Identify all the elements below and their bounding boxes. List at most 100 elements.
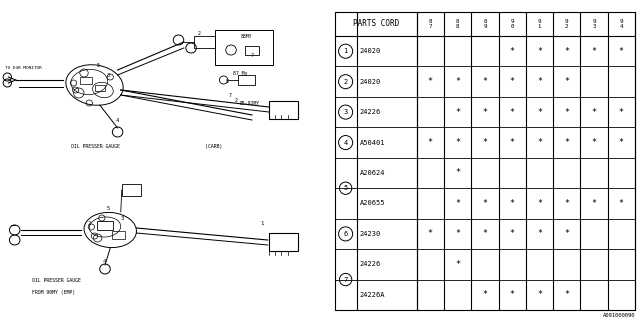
Text: *: * bbox=[455, 169, 460, 178]
Text: 7: 7 bbox=[251, 53, 253, 58]
Bar bbox=[80, 76, 92, 84]
Text: *: * bbox=[564, 47, 570, 56]
Text: 24226: 24226 bbox=[360, 261, 381, 267]
Text: *: * bbox=[564, 138, 570, 147]
Text: 4: 4 bbox=[103, 259, 106, 264]
Text: *: * bbox=[483, 138, 488, 147]
Text: A20655: A20655 bbox=[360, 200, 385, 206]
Text: *: * bbox=[455, 108, 460, 116]
Text: *: * bbox=[455, 138, 460, 147]
Text: 3: 3 bbox=[107, 73, 110, 78]
Text: 3: 3 bbox=[121, 216, 124, 221]
Text: *: * bbox=[455, 199, 460, 208]
Text: 24226: 24226 bbox=[360, 109, 381, 115]
Text: TO EGR MONITOR: TO EGR MONITOR bbox=[5, 66, 42, 70]
Text: *: * bbox=[591, 199, 596, 208]
Text: 1: 1 bbox=[344, 48, 348, 54]
Text: 5: 5 bbox=[107, 206, 110, 211]
Text: *: * bbox=[591, 47, 596, 56]
Text: *: * bbox=[509, 138, 515, 147]
Text: 3: 3 bbox=[344, 109, 348, 115]
Text: *: * bbox=[483, 290, 488, 299]
Text: 1: 1 bbox=[260, 221, 264, 226]
Bar bbox=[269, 233, 298, 251]
Text: *: * bbox=[455, 229, 460, 238]
Text: FROM 90MY (EMP): FROM 90MY (EMP) bbox=[31, 290, 75, 295]
Text: 8
8: 8 8 bbox=[456, 19, 460, 29]
Bar bbox=[269, 101, 298, 119]
Text: 8
7: 8 7 bbox=[429, 19, 432, 29]
Text: *: * bbox=[537, 199, 542, 208]
Text: 2: 2 bbox=[344, 79, 348, 85]
Text: 85-92MY: 85-92MY bbox=[239, 101, 260, 106]
Text: 9
3: 9 3 bbox=[592, 19, 596, 29]
Text: *: * bbox=[428, 77, 433, 86]
Text: OIL PRESSER GAUGE: OIL PRESSER GAUGE bbox=[31, 278, 81, 283]
Text: *: * bbox=[619, 199, 624, 208]
Text: *: * bbox=[509, 108, 515, 116]
Text: 9
2: 9 2 bbox=[565, 19, 568, 29]
Text: *: * bbox=[619, 138, 624, 147]
Text: 9
1: 9 1 bbox=[538, 19, 541, 29]
Text: 4: 4 bbox=[115, 118, 119, 123]
Text: *: * bbox=[483, 108, 488, 116]
Text: *: * bbox=[619, 108, 624, 116]
Text: 2: 2 bbox=[197, 31, 200, 36]
Text: 8
9: 8 9 bbox=[483, 19, 486, 29]
Bar bbox=[95, 85, 105, 91]
Text: *: * bbox=[537, 108, 542, 116]
Bar bbox=[97, 220, 113, 229]
Text: *: * bbox=[455, 260, 460, 269]
Text: *: * bbox=[564, 199, 570, 208]
Text: OIL PRESSER GAUGE: OIL PRESSER GAUGE bbox=[72, 144, 120, 149]
Text: 5: 5 bbox=[344, 185, 348, 191]
Text: 9
4: 9 4 bbox=[620, 19, 623, 29]
Text: *: * bbox=[509, 47, 515, 56]
Bar bbox=[244, 45, 259, 54]
Text: 87 My: 87 My bbox=[233, 71, 248, 76]
Text: 24020: 24020 bbox=[360, 79, 381, 85]
Bar bbox=[113, 231, 125, 239]
Text: *: * bbox=[483, 229, 488, 238]
Bar bbox=[195, 36, 215, 48]
Text: *: * bbox=[537, 47, 542, 56]
Text: 9
0: 9 0 bbox=[511, 19, 514, 29]
Bar bbox=[215, 30, 273, 65]
Text: *: * bbox=[564, 229, 570, 238]
Text: *: * bbox=[509, 77, 515, 86]
Text: *: * bbox=[455, 77, 460, 86]
Text: 24020: 24020 bbox=[360, 48, 381, 54]
Text: *: * bbox=[537, 229, 542, 238]
Text: 5: 5 bbox=[97, 63, 100, 68]
Text: 6: 6 bbox=[344, 231, 348, 237]
Text: *: * bbox=[564, 77, 570, 86]
Text: *: * bbox=[509, 290, 515, 299]
Text: *: * bbox=[509, 229, 515, 238]
Text: A50401: A50401 bbox=[360, 140, 385, 146]
Text: 7: 7 bbox=[229, 93, 232, 98]
Text: *: * bbox=[591, 138, 596, 147]
Text: *: * bbox=[564, 290, 570, 299]
Bar bbox=[238, 75, 255, 85]
Text: *: * bbox=[428, 229, 433, 238]
Text: *: * bbox=[591, 108, 596, 116]
Text: 24226A: 24226A bbox=[360, 292, 385, 298]
Text: PARTS CORD: PARTS CORD bbox=[353, 20, 399, 28]
Text: *: * bbox=[537, 77, 542, 86]
Text: (CARB): (CARB) bbox=[205, 144, 222, 149]
Text: 88MY: 88MY bbox=[241, 34, 253, 39]
Text: *: * bbox=[564, 108, 570, 116]
Text: *: * bbox=[537, 138, 542, 147]
Text: 2: 2 bbox=[87, 221, 90, 226]
Text: A091000090: A091000090 bbox=[602, 313, 635, 318]
Text: 2: 2 bbox=[234, 98, 237, 103]
Text: A20624: A20624 bbox=[360, 170, 385, 176]
Text: *: * bbox=[619, 47, 624, 56]
Text: *: * bbox=[428, 138, 433, 147]
Text: 7: 7 bbox=[344, 276, 348, 283]
Bar bbox=[122, 184, 141, 196]
Text: *: * bbox=[537, 290, 542, 299]
Text: 8: 8 bbox=[226, 79, 228, 84]
Text: *: * bbox=[483, 77, 488, 86]
Text: 24230: 24230 bbox=[360, 231, 381, 237]
